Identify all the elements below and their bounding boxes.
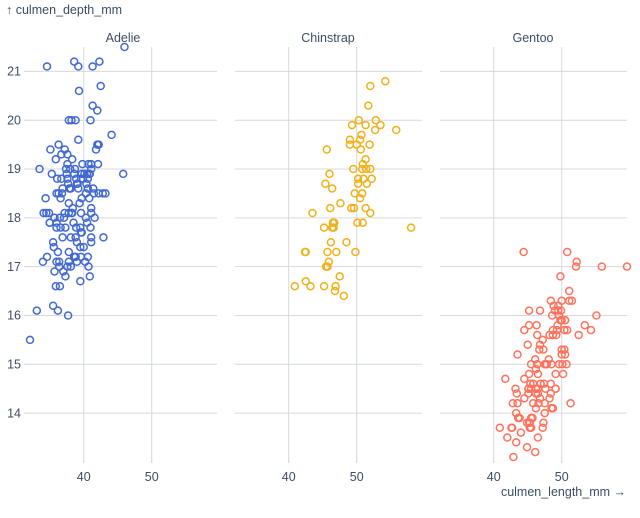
svg-text:14: 14 [7, 406, 21, 420]
svg-text:40: 40 [282, 470, 296, 484]
svg-text:50: 50 [555, 470, 569, 484]
facet-title-adelie: Adelie [105, 31, 141, 45]
svg-text:16: 16 [7, 309, 21, 323]
facet-title-gentoo: Gentoo [512, 31, 554, 45]
svg-text:50: 50 [145, 470, 159, 484]
svg-text:40: 40 [77, 470, 91, 484]
svg-text:50: 50 [350, 470, 364, 484]
svg-text:18: 18 [7, 211, 21, 225]
svg-text:19: 19 [7, 162, 21, 176]
x-axis-title: culmen_length_mm → [500, 485, 626, 499]
svg-text:21: 21 [7, 65, 21, 79]
svg-text:15: 15 [7, 357, 21, 371]
facet-title-chinstrap: Chinstrap [301, 31, 355, 45]
y-axis-title: ↑ culmen_depth_mm [6, 3, 123, 17]
svg-text:17: 17 [7, 260, 21, 274]
svg-text:20: 20 [7, 113, 21, 127]
svg-text:40: 40 [487, 470, 501, 484]
